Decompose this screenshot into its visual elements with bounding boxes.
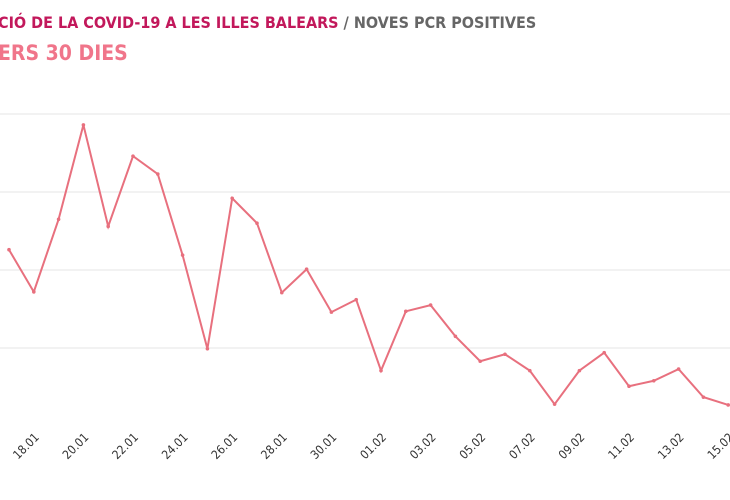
x-tick-label: 15.02 [705, 430, 730, 462]
point [726, 403, 730, 407]
x-tick-label: 26.01 [209, 430, 241, 462]
point [503, 352, 507, 357]
point [255, 221, 259, 225]
point [56, 217, 61, 222]
point [156, 172, 160, 176]
title-main: CIÓ DE LA COVID-19 A LES ILLES BALEARS [0, 13, 339, 32]
point [552, 402, 557, 406]
x-tick-label: 20.01 [60, 430, 92, 462]
point [180, 253, 185, 257]
x-tick-label: 01.02 [357, 430, 389, 462]
point [379, 368, 383, 373]
x-tick-label: 22.01 [109, 430, 141, 462]
point [602, 350, 606, 355]
subtitle: ERS 30 DIES [0, 41, 128, 65]
x-tick-label: 28.01 [258, 430, 290, 462]
point [354, 297, 359, 302]
x-tick-label: 13.02 [655, 430, 687, 462]
title: CIÓ DE LA COVID-19 A LES ILLES BALEARS / … [0, 13, 536, 32]
point [32, 290, 36, 294]
x-tick-label: 11.02 [605, 430, 637, 462]
point [106, 224, 110, 229]
point [428, 303, 433, 307]
point [652, 378, 656, 383]
point [528, 368, 532, 373]
point [280, 290, 284, 295]
point [453, 334, 458, 339]
point [404, 309, 408, 314]
x-tick-label: 05.02 [457, 430, 489, 462]
title-suffix: / NOVES PCR POSITIVES [344, 13, 537, 32]
point [81, 123, 86, 127]
point [131, 154, 135, 158]
point [7, 247, 11, 252]
x-tick-label: 24.01 [159, 430, 191, 462]
point [304, 267, 309, 272]
point [230, 196, 234, 201]
x-tick-label: 18.01 [10, 430, 42, 462]
point [577, 368, 582, 373]
point [478, 359, 483, 364]
x-tick-label: 03.02 [407, 430, 439, 462]
x-tick-label: 07.02 [506, 430, 538, 462]
point [205, 346, 210, 351]
point [329, 310, 334, 314]
point [627, 384, 631, 389]
point [701, 395, 706, 399]
point [676, 367, 681, 371]
x-tick-label: 09.02 [556, 430, 588, 462]
x-tick-label: 30.01 [308, 430, 340, 462]
line [8, 124, 729, 406]
